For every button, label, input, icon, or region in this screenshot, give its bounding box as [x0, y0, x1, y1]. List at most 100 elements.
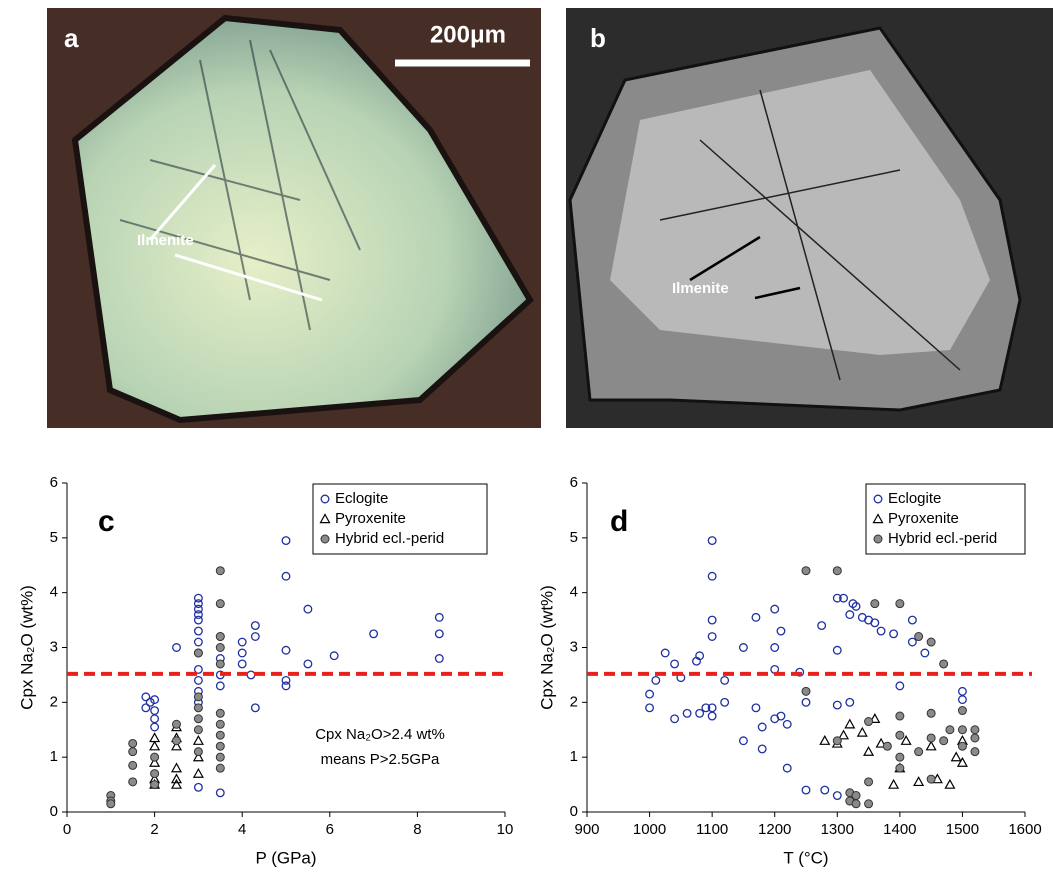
marker: [304, 605, 312, 613]
marker: [833, 567, 841, 575]
marker: [940, 660, 948, 668]
marker: [752, 614, 760, 622]
marker: [194, 715, 202, 723]
panel-label: c: [98, 505, 115, 538]
marker: [914, 777, 923, 785]
photo-b: b Ilmenite: [566, 8, 1053, 428]
marker: [646, 690, 654, 698]
marker: [194, 704, 202, 712]
panel-label: a: [64, 23, 79, 53]
marker: [195, 638, 203, 646]
x-tick-label: 0: [63, 821, 71, 838]
marker: [151, 715, 159, 723]
marker: [833, 701, 841, 709]
marker: [865, 800, 873, 808]
marker: [846, 611, 854, 619]
legend-label: Hybrid ecl.-perid: [888, 530, 997, 547]
marker: [896, 712, 904, 720]
panel-label: d: [610, 505, 628, 538]
y-tick-label: 2: [570, 693, 578, 710]
y-tick-label: 1: [50, 748, 58, 765]
marker: [909, 616, 917, 624]
marker: [820, 736, 829, 744]
marker: [959, 688, 967, 696]
marker: [173, 720, 181, 728]
marker: [896, 600, 904, 608]
marker: [304, 660, 312, 668]
legend-label: Pyroxenite: [335, 510, 406, 527]
marker: [330, 652, 338, 660]
marker: [852, 792, 860, 800]
marker: [845, 720, 854, 728]
marker: [216, 567, 224, 575]
panel-label: b: [590, 23, 606, 53]
marker: [921, 649, 929, 657]
marker: [958, 726, 966, 734]
x-tick-label: 1500: [946, 821, 979, 838]
marker: [217, 682, 225, 690]
marker: [216, 764, 224, 772]
scale-bar-label: 200μm: [430, 21, 506, 48]
marker: [889, 780, 898, 788]
legend-label: Eclogite: [888, 490, 941, 507]
marker: [721, 677, 729, 685]
marker: [802, 786, 810, 794]
marker: [282, 682, 290, 690]
marker: [150, 742, 159, 750]
marker: [129, 761, 137, 769]
marker: [151, 707, 159, 715]
marker: [821, 786, 829, 794]
marker: [282, 572, 290, 580]
y-tick-label: 0: [50, 803, 58, 820]
marker: [238, 638, 246, 646]
marker: [129, 739, 137, 747]
marker: [216, 720, 224, 728]
marker: [194, 693, 202, 701]
marker: [871, 600, 879, 608]
marker: [238, 649, 246, 657]
marker: [802, 567, 810, 575]
marker: [195, 784, 203, 792]
x-tick-label: 10: [497, 821, 514, 838]
marker: [915, 633, 923, 641]
y-tick-label: 3: [50, 638, 58, 655]
x-tick-label: 1100: [696, 821, 728, 838]
y-tick-label: 0: [570, 803, 578, 820]
marker: [282, 646, 290, 654]
marker: [172, 775, 181, 783]
marker: [173, 737, 181, 745]
marker: [909, 638, 917, 646]
marker: [877, 627, 885, 635]
marker: [783, 764, 791, 772]
marker: [858, 728, 867, 736]
marker: [864, 747, 873, 755]
marker: [683, 710, 691, 718]
marker: [216, 644, 224, 652]
marker: [896, 731, 904, 739]
marker: [752, 704, 760, 712]
marker: [129, 778, 137, 786]
y-tick-label: 4: [50, 584, 58, 601]
x-tick-label: 1400: [883, 821, 916, 838]
marker: [833, 646, 841, 654]
marker: [436, 630, 444, 638]
marker: [958, 707, 966, 715]
marker: [946, 726, 954, 734]
marker: [195, 677, 203, 685]
marker: [833, 737, 841, 745]
marker: [216, 633, 224, 641]
marker: [370, 630, 378, 638]
marker: [959, 696, 967, 704]
marker: [846, 699, 854, 707]
marker: [771, 644, 779, 652]
photo-annotation: Ilmenite: [672, 280, 729, 297]
x-axis-label: T (°C): [783, 848, 828, 867]
y-tick-label: 5: [50, 529, 58, 546]
x-tick-label: 900: [574, 821, 599, 838]
marker: [216, 660, 224, 668]
x-tick-label: 6: [326, 821, 334, 838]
marker: [708, 572, 716, 580]
marker: [708, 537, 716, 545]
x-tick-label: 1200: [758, 821, 791, 838]
y-axis-label: Cpx Na₂O (wt%): [17, 585, 36, 710]
